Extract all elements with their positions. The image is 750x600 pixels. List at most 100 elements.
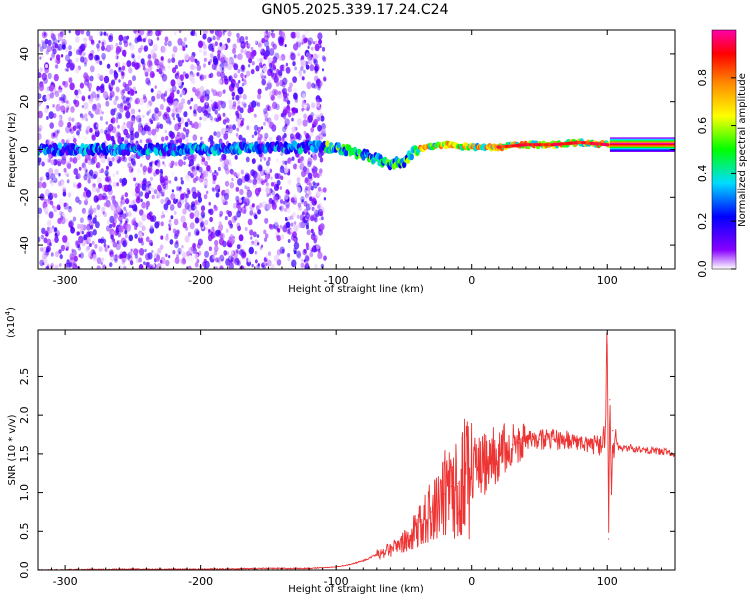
noise-speck xyxy=(105,121,109,125)
noise-speck xyxy=(83,72,89,80)
noise-speck xyxy=(121,74,125,80)
noise-speck xyxy=(44,38,49,45)
noise-speck xyxy=(172,250,176,255)
noise-speck xyxy=(203,181,208,188)
noise-speck xyxy=(99,75,104,81)
noise-speck xyxy=(235,94,240,101)
noise-speck xyxy=(84,210,87,214)
snr-multiplier-exp: 4 xyxy=(4,310,12,315)
noise-speck xyxy=(184,235,190,243)
noise-speck xyxy=(55,54,61,61)
noise-speck xyxy=(164,36,169,42)
noise-speck xyxy=(96,257,102,265)
noise-speck xyxy=(294,133,299,140)
noise-speck xyxy=(196,64,202,72)
noise-speck xyxy=(184,121,189,128)
noise-speck xyxy=(38,161,41,166)
noise-speck xyxy=(222,112,226,117)
noise-speck xyxy=(185,193,189,199)
noise-speck xyxy=(321,127,327,135)
noise-speck xyxy=(255,259,258,264)
noise-speck xyxy=(94,243,98,249)
noise-speck xyxy=(137,126,143,133)
noise-speck xyxy=(185,174,189,180)
noise-speck xyxy=(303,113,307,120)
noise-speck xyxy=(99,116,103,121)
noise-speck xyxy=(188,74,194,82)
noise-speck xyxy=(115,46,121,53)
noise-speck xyxy=(94,54,99,61)
noise-speck xyxy=(317,116,321,122)
noise-speck xyxy=(40,247,44,252)
noise-speck xyxy=(51,204,55,209)
colorbar-tick-label: 0.8 xyxy=(696,69,709,87)
noise-speck xyxy=(103,211,107,218)
noise-speck xyxy=(164,90,168,94)
noise-speck xyxy=(159,176,165,184)
noise-speck xyxy=(109,68,114,75)
noise-speck xyxy=(214,245,219,252)
noise-speck xyxy=(219,210,224,217)
noise-speck xyxy=(305,64,310,70)
noise-speck xyxy=(178,30,182,34)
noise-speck xyxy=(106,175,111,182)
noise-speck xyxy=(304,167,310,175)
noise-speck xyxy=(138,117,142,123)
noise-speck xyxy=(96,93,100,98)
noise-speck xyxy=(136,37,141,43)
noise-speck xyxy=(259,57,263,64)
noise-speck xyxy=(133,217,136,221)
noise-speck xyxy=(270,176,273,180)
noise-speck xyxy=(53,73,59,82)
noise-speck xyxy=(222,154,227,160)
noise-speck xyxy=(132,191,136,197)
snr-point xyxy=(572,440,575,443)
noise-speck xyxy=(195,228,198,233)
noise-speck xyxy=(101,41,105,46)
noise-speck xyxy=(39,259,44,267)
snr-line xyxy=(38,332,675,570)
noise-speck xyxy=(156,124,160,129)
noise-speck xyxy=(259,158,262,162)
noise-speck xyxy=(52,132,56,137)
noise-speck xyxy=(307,45,310,50)
noise-speck xyxy=(281,88,285,94)
noise-speck xyxy=(177,201,182,209)
noise-speck xyxy=(76,130,80,136)
noise-speck xyxy=(317,205,320,209)
noise-speck xyxy=(43,237,48,244)
noise-speck xyxy=(75,30,81,36)
noise-speck xyxy=(73,255,78,262)
noise-speck xyxy=(302,99,305,104)
noise-speck xyxy=(282,114,287,120)
noise-speck xyxy=(164,129,167,134)
noise-speck xyxy=(129,133,135,141)
noise-speck xyxy=(139,237,144,243)
noise-speck xyxy=(211,187,215,192)
colorbar-tick-label: 0.0 xyxy=(696,260,709,278)
noise-speck xyxy=(232,202,237,209)
noise-speck xyxy=(134,37,139,44)
colorbar-tick-label: 0.2 xyxy=(696,212,709,230)
noise-speck xyxy=(313,234,318,242)
noise-speck xyxy=(200,154,204,159)
noise-speck xyxy=(165,259,170,267)
noise-speck xyxy=(225,57,229,61)
noise-speck xyxy=(245,40,249,45)
noise-speck xyxy=(54,264,59,269)
noise-speck xyxy=(307,60,310,65)
noise-speck xyxy=(218,116,222,121)
noise-speck xyxy=(150,49,155,56)
noise-speck xyxy=(260,126,264,130)
noise-speck xyxy=(237,178,243,186)
noise-speck xyxy=(203,74,207,80)
noise-speck xyxy=(297,202,302,208)
noise-speck xyxy=(222,30,225,34)
noise-speck xyxy=(109,90,115,98)
noise-speck xyxy=(215,229,221,237)
noise-speck xyxy=(132,160,136,167)
noise-speck xyxy=(49,92,54,99)
noise-speck xyxy=(310,46,314,51)
noise-speck xyxy=(269,66,274,74)
noise-speck xyxy=(187,118,191,123)
